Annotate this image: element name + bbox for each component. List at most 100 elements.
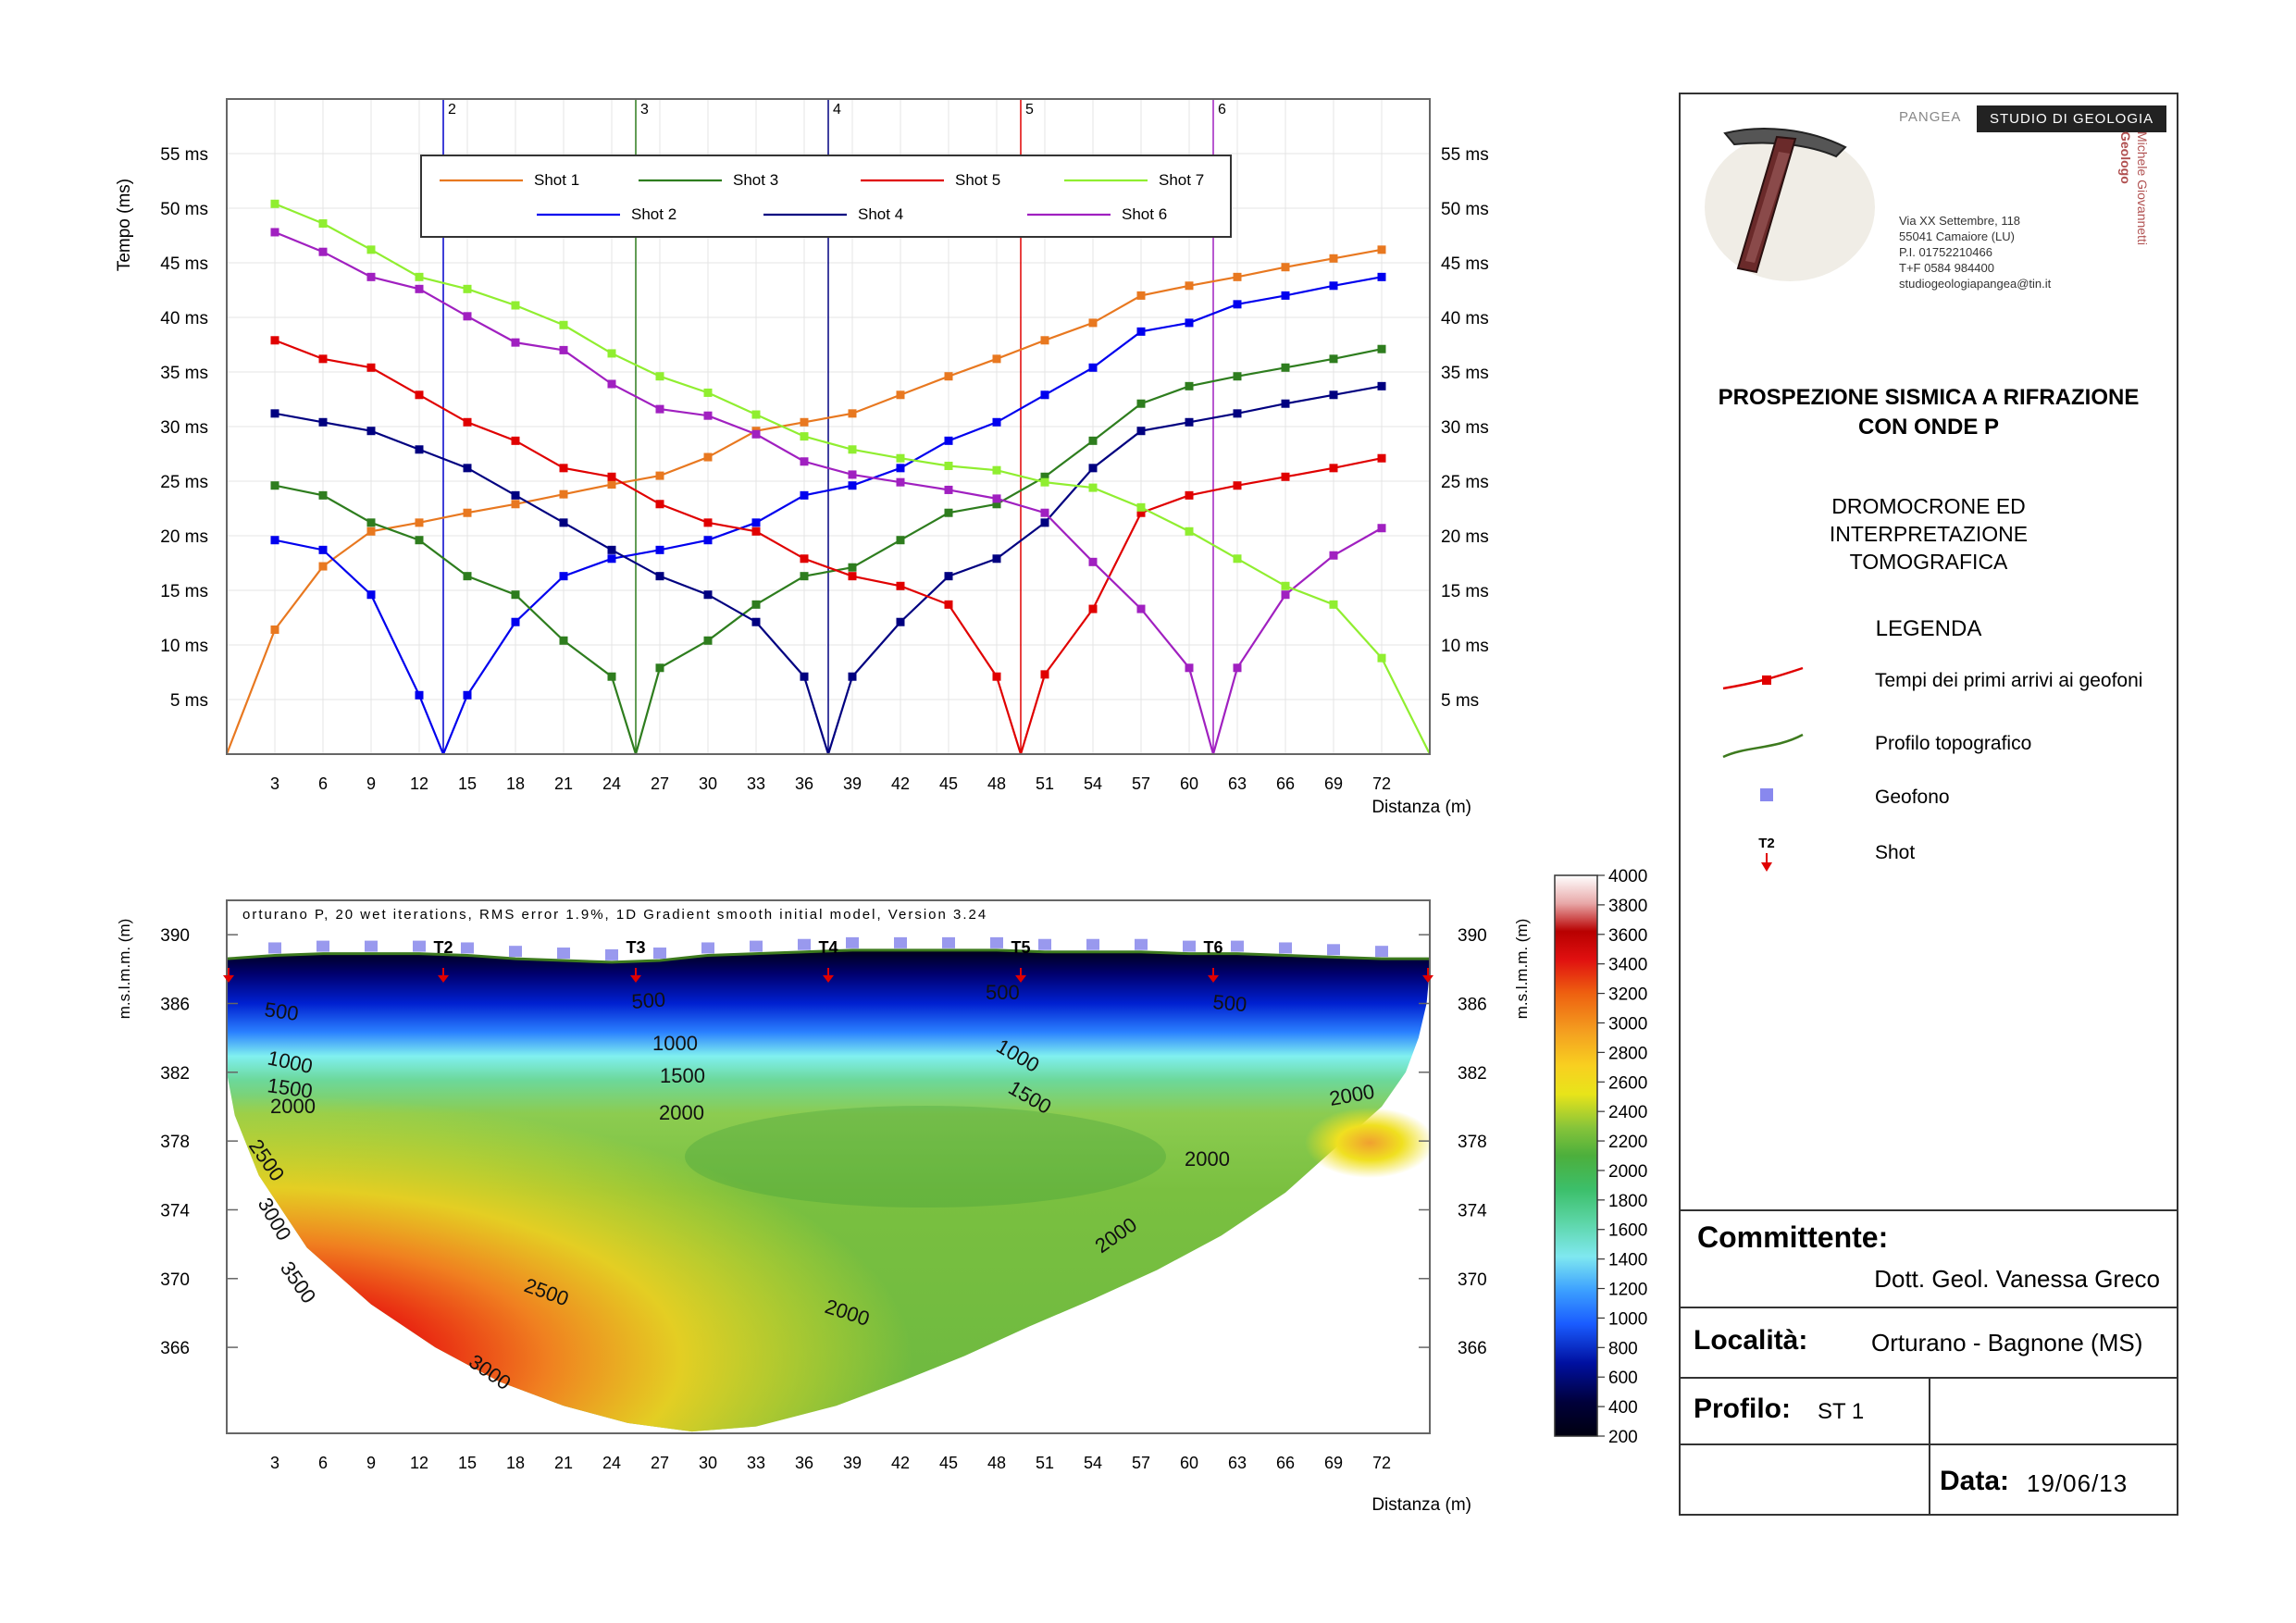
contour-label: 500 <box>263 997 300 1025</box>
data-point <box>1281 472 1290 481</box>
data-point <box>270 625 279 634</box>
rock-hammer-icon <box>1705 128 1875 281</box>
data-point <box>800 417 809 427</box>
data-point <box>607 349 616 358</box>
data-point <box>655 404 664 414</box>
data-point <box>463 417 472 427</box>
x-tick-label: 24 <box>602 774 621 793</box>
profilo-divider <box>1929 1379 1930 1443</box>
y-tick-label-left: 5 ms <box>170 691 208 711</box>
contour-label: 2000 <box>1185 1147 1230 1171</box>
data-point <box>607 554 616 564</box>
velocity-anomaly-right <box>1305 1108 1430 1178</box>
legend-label: Profilo topografico <box>1875 733 2032 754</box>
geophone <box>1375 946 1388 958</box>
data-point <box>1185 490 1194 500</box>
shot-markers: T2 T3 T4 T5 T6 <box>223 938 1433 983</box>
colorbar-tick-label: 2200 <box>1608 1133 1647 1152</box>
brand-name: PANGEA <box>1899 109 1962 125</box>
tomography-ylabel-left: m.s.l.m.m. (m) <box>116 919 133 1020</box>
data-point <box>848 481 857 490</box>
x-tick-label: 54 <box>1084 1454 1102 1472</box>
colorbar-tick-label: 600 <box>1608 1369 1638 1388</box>
data-point <box>270 228 279 237</box>
data-point <box>751 410 761 419</box>
data-row: Data: 19/06/13 <box>1681 1445 2177 1516</box>
localita-value: Orturano - Bagnone (MS) <box>1871 1329 2143 1357</box>
geophone <box>1231 940 1244 952</box>
x-tick-label: 51 <box>1036 774 1054 793</box>
y-tick-label-left: 40 ms <box>160 309 208 328</box>
data-point <box>944 600 953 609</box>
data-point <box>848 672 857 681</box>
data-point <box>896 464 905 473</box>
legend-label: Shot 6 <box>1122 205 1167 223</box>
data-point <box>1136 508 1146 517</box>
legend-label: Geofono <box>1875 787 1950 808</box>
x-tick-label: 30 <box>699 1454 717 1472</box>
committente-value: Dott. Geol. Vanessa Greco <box>1874 1265 2160 1293</box>
title-block: PANGEA STUDIO DI GEOLOGIA Via XX Settemb… <box>1679 93 2178 1516</box>
data-point <box>366 363 376 372</box>
data-point <box>944 436 953 445</box>
y-tick-label-right: 40 ms <box>1441 309 1489 328</box>
data-point <box>1377 272 1386 281</box>
contour-label: 3500 <box>276 1258 321 1307</box>
legend-item-geophone: Geofono <box>1708 779 2171 816</box>
data-point <box>1088 557 1098 566</box>
shot-line-label: 6 <box>1218 102 1226 118</box>
colorbar-ticks: 200 400 600 800 1000 1200 1400 1600 1800 2000 2200… <box>1597 867 1647 1447</box>
x-tick-label: 15 <box>458 774 477 793</box>
data-point <box>559 320 568 329</box>
x-tick-label: 21 <box>554 1454 573 1472</box>
data-point <box>415 284 424 293</box>
geophone <box>557 948 570 960</box>
tomography-axes: 3 6 9 12 15 18 21 24 27 30 33 36 39 42 45 48 51 54 57 60 63 6… <box>160 926 1487 1472</box>
y-tick-label-right: 55 ms <box>1441 145 1489 165</box>
data-point <box>703 388 713 397</box>
data-point <box>1233 272 1242 281</box>
x-tick-label: 33 <box>747 1454 765 1472</box>
shot-line-label: 2 <box>448 102 456 118</box>
data-point <box>511 590 520 600</box>
geophone <box>365 940 378 952</box>
data-divider <box>1929 1445 1930 1516</box>
data-point <box>1136 427 1146 436</box>
y-tick-label-left: 50 ms <box>160 200 208 219</box>
brand-studio: STUDIO DI GEOLOGIA <box>1977 105 2167 132</box>
data-point <box>270 481 279 490</box>
geophone <box>942 936 955 948</box>
geophone <box>413 940 426 952</box>
data-point <box>415 536 424 545</box>
data-point <box>511 490 520 500</box>
x-tick-label: 18 <box>506 774 525 793</box>
data-point <box>1136 327 1146 336</box>
data-point <box>896 581 905 590</box>
data-point <box>751 429 761 439</box>
data-point <box>1281 590 1290 600</box>
data-point <box>800 572 809 581</box>
x-tick-label: 9 <box>366 1454 376 1472</box>
data-point <box>1185 527 1194 536</box>
report-subtitle-line: DROMOCRONE ED <box>1831 494 2026 518</box>
data-point <box>751 600 761 609</box>
data-point <box>366 527 376 536</box>
geophone <box>605 948 618 960</box>
y-tick-label-right: 10 ms <box>1441 637 1489 656</box>
data-point <box>896 477 905 487</box>
topography-line-icon <box>1722 733 1804 759</box>
colorbar-tick-label: 1000 <box>1608 1309 1647 1329</box>
data-point <box>848 445 857 454</box>
legend-label: Shot 3 <box>733 171 778 189</box>
data-point <box>1185 417 1194 427</box>
y-tick-label-left: 45 ms <box>160 254 208 274</box>
data-point <box>463 690 472 700</box>
address-line: P.I. 01752210466 <box>1899 245 1992 259</box>
author-role: Geologo <box>2118 131 2133 184</box>
data-point <box>1377 381 1386 390</box>
data-point <box>1040 670 1049 679</box>
y-tick-label-left: 25 ms <box>160 473 208 492</box>
shot-arrow-icon: T2 <box>1758 836 1775 872</box>
velocity-colorbar: 200 400 600 800 1000 1200 1400 1600 1800 2000 2200… <box>1554 867 1647 1447</box>
